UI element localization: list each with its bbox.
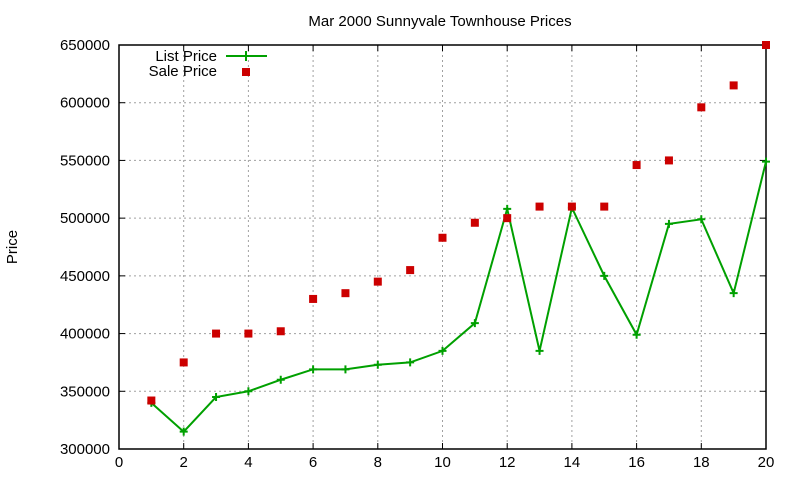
x-tick-label: 10 <box>434 454 451 471</box>
plus-marker-icon <box>244 387 253 396</box>
plus-marker-icon <box>406 358 415 367</box>
square-marker-icon <box>212 329 221 338</box>
y-tick-label: 600000 <box>60 95 110 112</box>
plus-marker-icon <box>503 204 512 213</box>
square-marker-icon <box>697 103 706 112</box>
x-tick-label: 14 <box>564 454 581 471</box>
x-axis-ticks: 0 2 4 6 8 10 12 14 16 18 20 <box>115 45 775 471</box>
plus-marker-icon <box>729 289 738 298</box>
chart-title: Mar 2000 Sunnyvale Townhouse Prices <box>308 13 571 30</box>
square-marker-icon <box>503 214 512 223</box>
square-marker-icon <box>470 218 479 227</box>
plus-marker-icon <box>632 330 641 339</box>
plus-marker-icon <box>276 375 285 384</box>
plus-marker-icon <box>762 157 770 166</box>
plus-marker-icon <box>179 427 188 436</box>
plus-marker-icon <box>470 319 479 328</box>
legend-plus-icon <box>241 51 251 61</box>
square-marker-icon <box>535 202 544 211</box>
x-tick-label: 6 <box>309 454 317 471</box>
x-tick-label: 0 <box>115 454 123 471</box>
x-tick-label: 20 <box>758 454 775 471</box>
legend: List Price Sale Price <box>149 48 267 80</box>
square-marker-icon <box>309 294 318 303</box>
plus-marker-icon <box>664 219 673 228</box>
y-tick-label: 450000 <box>60 268 110 285</box>
plus-marker-icon <box>309 365 318 374</box>
y-tick-label: 400000 <box>60 326 110 343</box>
plus-marker-icon <box>341 365 350 374</box>
square-marker-icon <box>179 358 188 367</box>
square-marker-icon <box>632 161 641 170</box>
plus-marker-icon <box>373 360 382 369</box>
square-marker-icon <box>438 233 447 242</box>
plus-marker-icon <box>697 215 706 224</box>
square-marker-icon <box>567 202 576 211</box>
square-marker-icon <box>762 41 770 49</box>
square-marker-icon <box>244 329 253 338</box>
square-marker-icon <box>729 81 738 90</box>
x-tick-label: 16 <box>628 454 645 471</box>
square-marker-icon <box>664 156 673 165</box>
y-axis-label: Price <box>4 230 21 264</box>
plus-marker-icon <box>600 271 609 280</box>
series-list-price <box>147 157 770 436</box>
plus-marker-icon <box>212 393 221 402</box>
y-axis-ticks: 300000 350000 400000 450000 500000 550000 6000… <box>60 37 766 458</box>
legend-label-sale-price: Sale Price <box>149 63 217 80</box>
square-marker-icon <box>373 277 382 286</box>
square-marker-icon <box>147 396 156 405</box>
x-tick-label: 12 <box>499 454 516 471</box>
legend-label-list-price: List Price <box>155 48 217 65</box>
y-tick-label: 300000 <box>60 441 110 458</box>
x-tick-label: 18 <box>693 454 710 471</box>
x-tick-label: 2 <box>180 454 188 471</box>
square-marker-icon <box>600 202 609 211</box>
square-marker-icon <box>406 266 415 275</box>
y-tick-label: 650000 <box>60 37 110 54</box>
plus-marker-icon <box>438 346 447 355</box>
x-tick-label: 8 <box>374 454 382 471</box>
y-tick-label: 500000 <box>60 210 110 227</box>
square-marker-icon <box>341 289 350 298</box>
grid-lines <box>119 45 766 449</box>
plus-marker-icon <box>535 346 544 355</box>
x-tick-label: 4 <box>244 454 252 471</box>
legend-square-icon <box>242 68 250 76</box>
y-tick-label: 350000 <box>60 383 110 400</box>
y-tick-label: 550000 <box>60 152 110 169</box>
square-marker-icon <box>276 327 285 336</box>
series-sale-price <box>147 41 770 405</box>
